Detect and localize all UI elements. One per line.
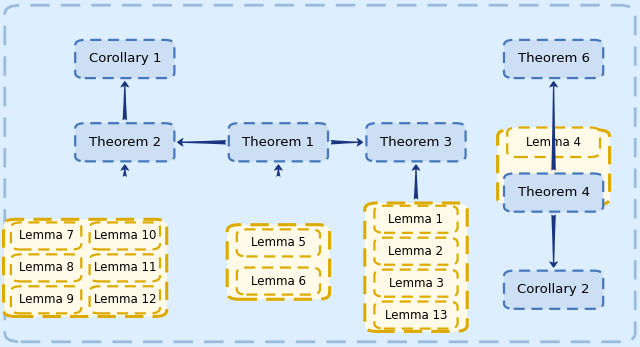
FancyBboxPatch shape <box>504 271 604 309</box>
Text: Corollary 1: Corollary 1 <box>88 52 161 66</box>
Text: Lemma 3: Lemma 3 <box>388 277 444 290</box>
Text: Theorem 6: Theorem 6 <box>518 52 589 66</box>
Text: Lemma 1: Lemma 1 <box>388 213 444 226</box>
FancyBboxPatch shape <box>507 128 600 157</box>
Text: Lemma 2: Lemma 2 <box>388 245 444 258</box>
FancyBboxPatch shape <box>365 203 467 331</box>
Text: Lemma 8: Lemma 8 <box>19 261 74 274</box>
FancyBboxPatch shape <box>374 238 458 265</box>
FancyBboxPatch shape <box>90 286 160 313</box>
FancyBboxPatch shape <box>5 5 635 342</box>
FancyBboxPatch shape <box>229 123 328 161</box>
FancyBboxPatch shape <box>504 40 604 78</box>
FancyBboxPatch shape <box>227 225 330 299</box>
Text: Theorem 3: Theorem 3 <box>380 136 452 149</box>
FancyBboxPatch shape <box>366 123 466 161</box>
FancyBboxPatch shape <box>374 302 458 329</box>
Text: Lemma 7: Lemma 7 <box>19 229 74 243</box>
Text: Theorem 2: Theorem 2 <box>89 136 161 149</box>
Text: Lemma 4: Lemma 4 <box>526 136 581 149</box>
Text: Theorem 4: Theorem 4 <box>518 186 589 199</box>
Text: Lemma 12: Lemma 12 <box>93 293 156 306</box>
FancyBboxPatch shape <box>11 254 81 281</box>
FancyBboxPatch shape <box>11 286 81 313</box>
FancyBboxPatch shape <box>237 268 320 295</box>
FancyBboxPatch shape <box>374 270 458 297</box>
Text: Lemma 9: Lemma 9 <box>19 293 74 306</box>
FancyBboxPatch shape <box>76 40 174 78</box>
FancyBboxPatch shape <box>237 229 320 256</box>
Text: Theorem 1: Theorem 1 <box>243 136 314 149</box>
FancyBboxPatch shape <box>90 254 160 281</box>
FancyBboxPatch shape <box>11 222 81 249</box>
FancyBboxPatch shape <box>90 222 160 249</box>
FancyBboxPatch shape <box>504 174 604 212</box>
Text: Lemma 6: Lemma 6 <box>251 274 306 288</box>
FancyBboxPatch shape <box>374 206 458 233</box>
Text: Corollary 2: Corollary 2 <box>517 283 590 296</box>
Text: Lemma 11: Lemma 11 <box>93 261 156 274</box>
FancyBboxPatch shape <box>498 130 609 205</box>
Text: Lemma 5: Lemma 5 <box>251 236 306 249</box>
FancyBboxPatch shape <box>4 219 166 316</box>
Text: Lemma 13: Lemma 13 <box>385 308 447 322</box>
FancyBboxPatch shape <box>76 123 174 161</box>
Text: Lemma 10: Lemma 10 <box>93 229 156 243</box>
